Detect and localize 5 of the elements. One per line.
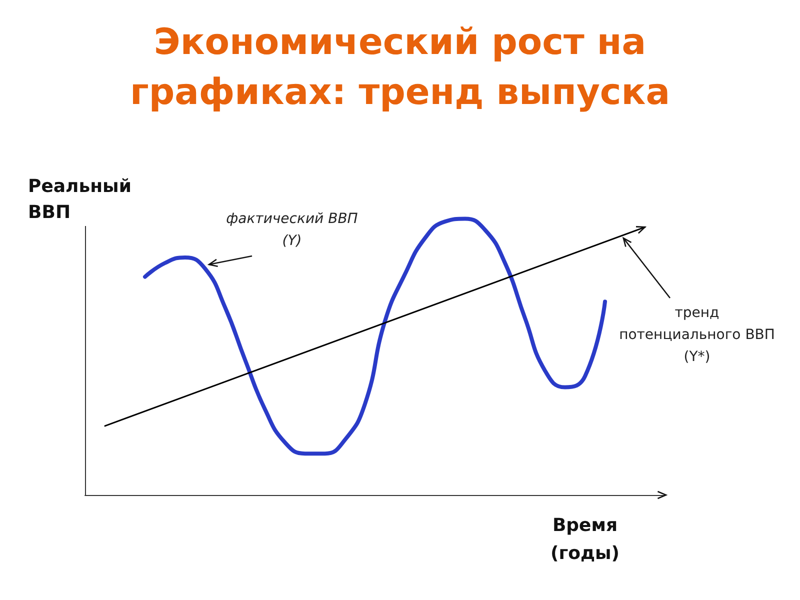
x-axis-title: Время (годы) — [549, 514, 621, 566]
text: тренд потенциального ВВП (Y*) — [618, 304, 776, 367]
text: фактический ВВП (Y) — [225, 210, 359, 251]
y-axis-title: Реальный ВВП — [28, 174, 140, 226]
chart-title: Экономический рост на графиках: тренд выпуска — [129, 21, 671, 115]
